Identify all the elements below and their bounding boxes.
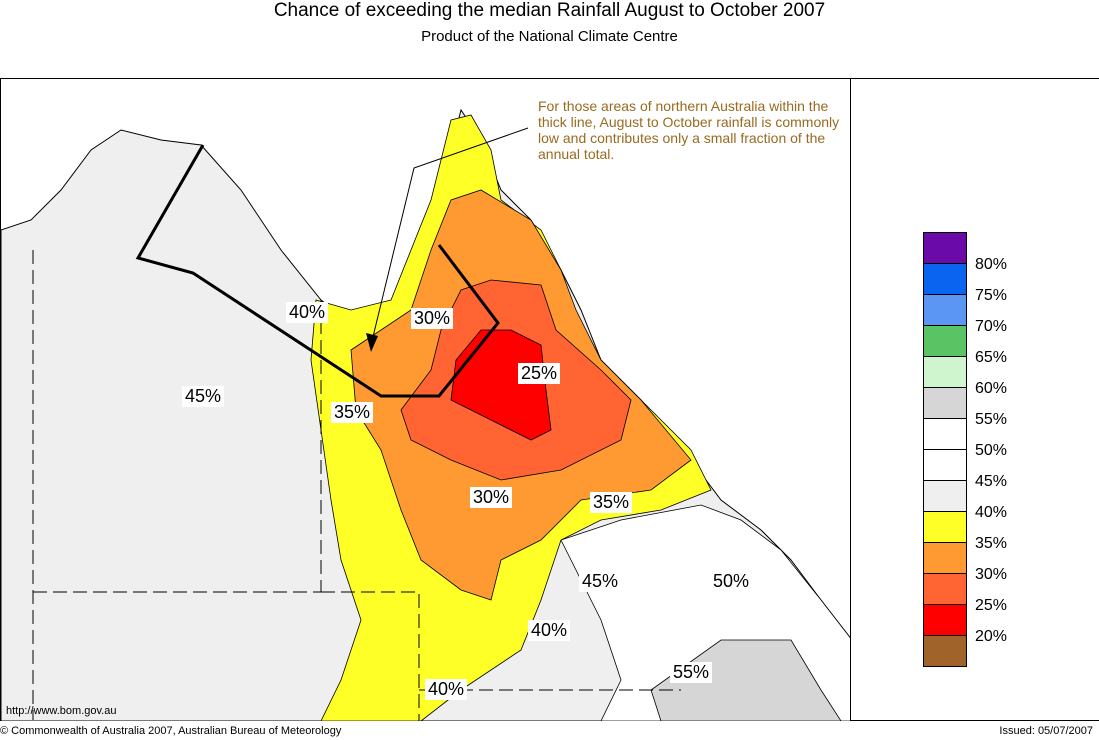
legend-label: 65% [975,349,1008,366]
issued-date: Issued: 05/07/2007 [999,725,1093,737]
contour-label-30: 30% [411,308,454,329]
region-55 [650,639,842,721]
copyright-text: © Commonwealth of Australia 2007, Austra… [0,725,342,737]
legend-label: 35% [975,535,1008,552]
legend-swatch [923,418,967,449]
legend-swatch [923,480,967,511]
map-area [0,78,851,721]
contour-label-45: 45% [579,571,622,592]
website-link[interactable]: http://www.bom.gov.au [6,705,117,717]
legend-swatch [923,635,967,667]
legend-swatch [923,573,967,604]
legend-swatch [923,604,967,635]
contour-label-30: 30% [470,487,513,508]
contour-label-40: 40% [425,679,468,700]
legend-label: 75% [975,287,1008,304]
legend-color-scale [923,232,967,667]
legend-label: 45% [975,473,1008,490]
legend-label: 30% [975,566,1008,583]
map-title: Chance of exceeding the median Rainfall … [273,0,826,21]
legend-swatch [923,263,967,294]
map-note: For those areas of northern Australia wi… [538,98,840,162]
legend-swatch [923,325,967,356]
thick-boundary-line [135,144,500,398]
contour-label-45: 45% [182,386,225,407]
note-arrow-head [366,333,378,352]
legend-label: 70% [975,318,1008,335]
legend-label: 50% [975,442,1008,459]
contour-label-50: 50% [710,571,753,592]
legend-label: 25% [975,597,1008,614]
legend-swatch [923,294,967,325]
legend-swatch [923,511,967,542]
legend-swatch [923,232,967,263]
contour-label-35: 35% [590,492,633,513]
legend-swatch [923,356,967,387]
legend-label: 55% [975,411,1008,428]
state-border [32,250,420,721]
legend-swatch [923,387,967,418]
legend-label: 40% [975,504,1008,521]
legend-label: 60% [975,380,1008,397]
contour-label-40: 40% [286,302,329,323]
legend-label: 80% [975,256,1008,273]
contour-label-40: 40% [528,620,571,641]
contour-label-25: 25% [518,363,561,384]
map-subtitle: Product of the National Climate Centre [421,28,678,45]
rainfall-map [1,108,850,721]
legend-swatch [923,449,967,480]
legend-labels: 80% 75% 70% 65% 60% 55% 50% 45% 40% 35% 30% 25% 20% [975,255,1035,658]
contour-label-35: 35% [331,402,374,423]
note-arrow-line [370,127,529,346]
legend-label: 20% [975,628,1008,645]
legend-swatch [923,542,967,573]
contour-label-55: 55% [670,662,713,683]
